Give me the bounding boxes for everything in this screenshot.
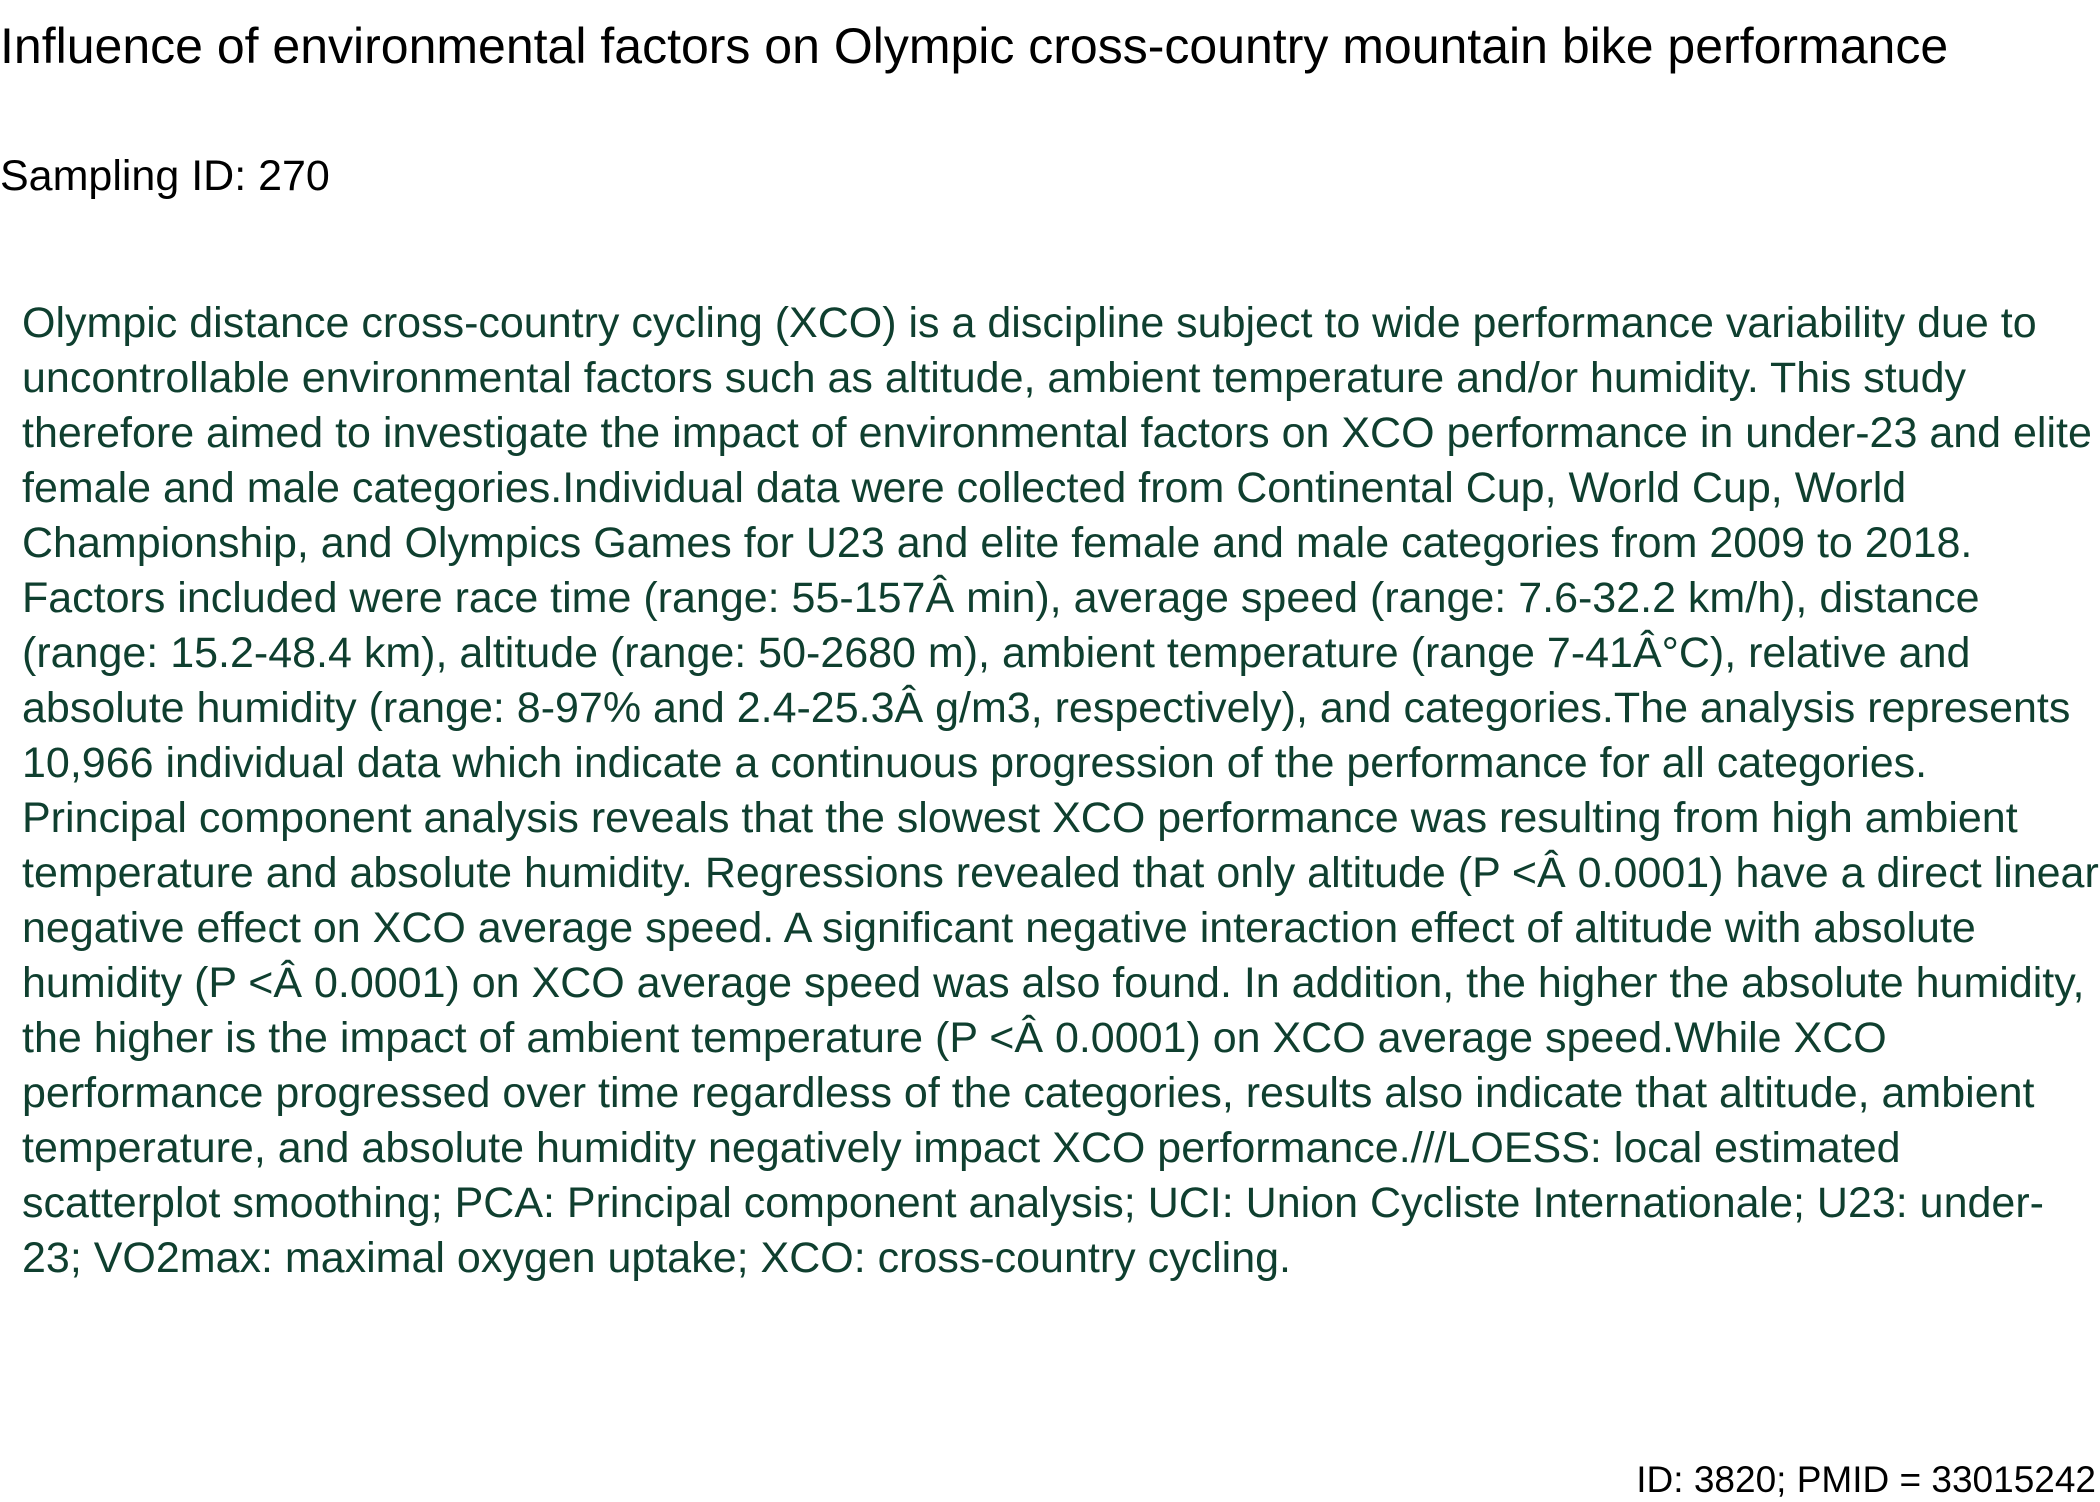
footer-id: ID: 3820; PMID = 33015242: [1636, 1459, 2096, 1500]
document-title: Influence of environmental factors on Ol…: [0, 18, 1949, 74]
sampling-id: Sampling ID: 270: [0, 152, 330, 200]
abstract-text: Olympic distance cross-country cycling (…: [22, 299, 2099, 1282]
